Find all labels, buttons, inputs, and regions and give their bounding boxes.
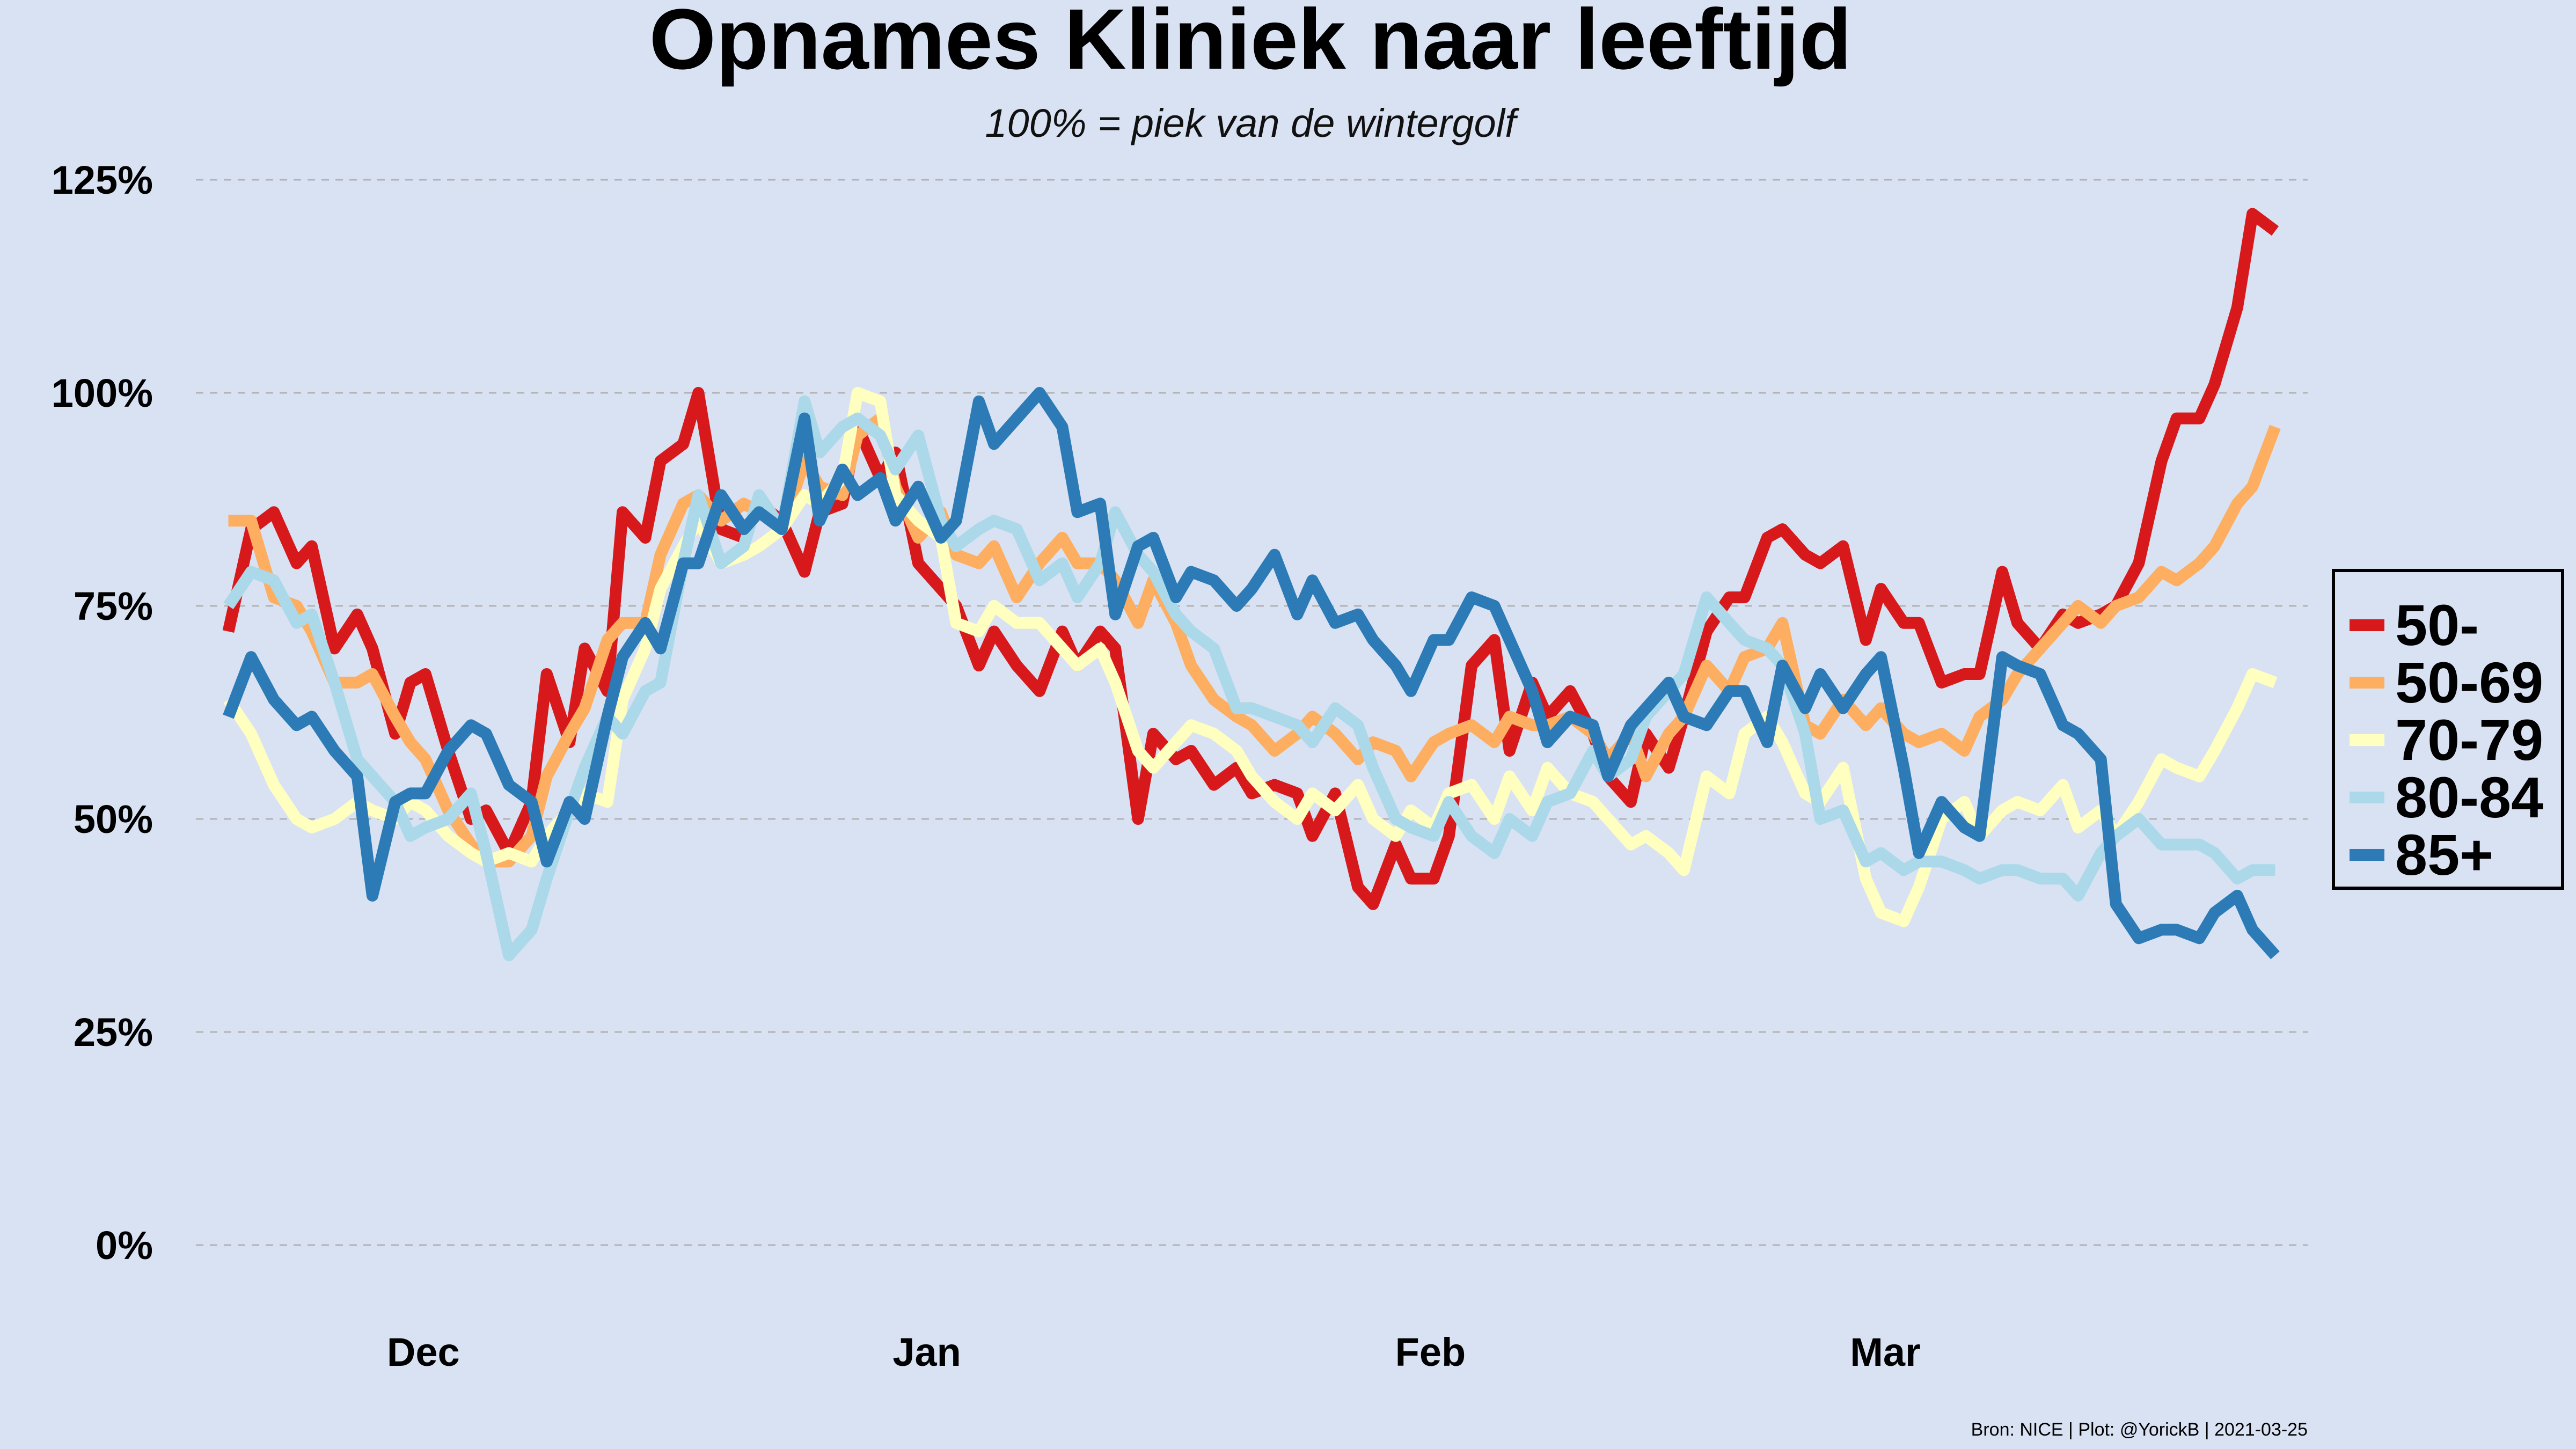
legend-label: 50-69 <box>2395 650 2543 715</box>
series-line-3 <box>223 395 2275 962</box>
chart-subtitle: 100% = piek van de wintergolf <box>985 101 1519 145</box>
series-line-1 <box>228 412 2281 868</box>
x-tick-label: Mar <box>1850 1330 1921 1374</box>
y-tick-label: 50% <box>74 797 153 841</box>
x-tick-label: Jan <box>892 1330 961 1374</box>
legend-label: 50- <box>2395 592 2479 657</box>
chart-title: Opnames Kliniek naar leeftijd <box>649 0 1852 87</box>
series-line-4 <box>223 387 2280 960</box>
series-line-0 <box>222 208 2279 910</box>
x-tick-label: Feb <box>1395 1330 1466 1374</box>
legend-label: 70-79 <box>2395 707 2543 772</box>
y-axis-ticks: 0% 25% 50% 75% 100% 125% <box>52 158 153 1268</box>
y-tick-label: 0% <box>96 1223 153 1268</box>
legend-label: 85+ <box>2395 822 2493 887</box>
y-tick-label: 100% <box>52 371 153 415</box>
y-tick-label: 75% <box>74 584 153 628</box>
x-axis-ticks: Dec Jan Feb Mar <box>387 1330 1921 1374</box>
series-lines <box>222 208 2281 962</box>
y-tick-label: 125% <box>52 158 153 202</box>
y-tick-label: 25% <box>74 1010 153 1055</box>
source-caption: Bron: NICE | Plot: @YorickB | 2021-03-25 <box>1971 1419 2308 1440</box>
legend-label: 80-84 <box>2395 765 2543 830</box>
x-tick-label: Dec <box>387 1330 460 1374</box>
gridlines <box>196 179 2308 1246</box>
